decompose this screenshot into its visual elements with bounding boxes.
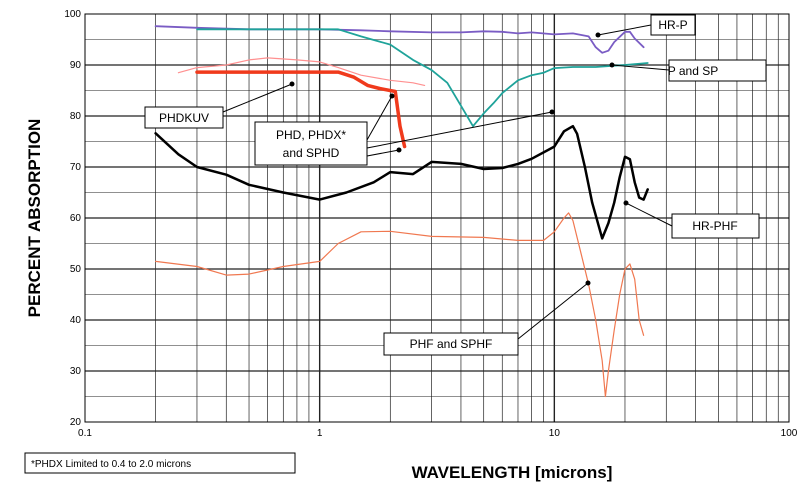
leader-line <box>366 95 393 141</box>
leader-arrowhead <box>396 147 402 153</box>
plot-frame <box>84 13 790 423</box>
series-layer <box>154 25 649 398</box>
x-tick-label: 100 <box>781 428 798 439</box>
callout-phd: PHD, PHDX* and SPHD <box>254 121 368 166</box>
leader-line <box>597 24 652 36</box>
y-tick-label: 100 <box>64 9 81 20</box>
leader-line <box>625 202 673 227</box>
series-line-p-and-sp <box>196 28 649 128</box>
callout-phd-line1: PHD, PHDX* <box>276 128 346 142</box>
callout-leaders <box>222 24 673 340</box>
leader-line <box>366 111 553 149</box>
series-line-hr-p <box>154 25 645 54</box>
series-line-phdkuv <box>177 57 426 87</box>
y-tick-label: 20 <box>70 417 82 428</box>
footnote: *PHDX Limited to 0.4 to 2.0 microns <box>24 452 296 474</box>
leader-arrowhead <box>389 93 395 99</box>
leader-arrowhead <box>595 32 601 38</box>
x-tick-label: 1 <box>317 428 323 439</box>
callout-hr-p-label: HR-P <box>658 18 687 32</box>
callout-p-and-sp: P and SP <box>668 59 767 82</box>
leader-arrowhead <box>585 280 591 286</box>
y-tick-label: 80 <box>70 111 82 122</box>
y-tick-label: 50 <box>70 264 82 275</box>
x-tick-label: 0.1 <box>78 428 92 439</box>
callout-phdkuv: PHDKUV <box>144 106 224 129</box>
series-line-phf-and-sphf <box>155 212 645 398</box>
series-line-phd-phdx-and-sphd <box>195 70 407 149</box>
callout-p-and-sp-label: P and SP <box>668 64 718 78</box>
y-tick-label: 40 <box>70 315 82 326</box>
leader-arrowhead <box>289 81 295 87</box>
x-tick-label: 10 <box>549 428 561 439</box>
series-line-hr-phf <box>154 124 649 240</box>
leader-line <box>517 282 589 340</box>
leader-line <box>366 149 400 157</box>
callout-hr-p: HR-P <box>650 14 696 36</box>
y-tick-label: 30 <box>70 366 82 377</box>
callout-phdkuv-label: PHDKUV <box>159 111 209 125</box>
callout-phf-and-sphf-label: PHF and SPHF <box>410 337 493 351</box>
leader-arrowhead <box>549 109 555 115</box>
y-tick-label: 60 <box>70 213 82 224</box>
callout-hr-phf-label: HR-PHF <box>692 219 737 233</box>
leader-arrowhead <box>623 200 629 206</box>
y-axis-title: PERCENT ABSORPTION <box>25 119 44 318</box>
leader-line <box>222 83 293 113</box>
leader-arrowhead <box>609 62 615 68</box>
y-tick-label: 70 <box>70 162 82 173</box>
x-axis-title: WAVELENGTH [microns] <box>412 463 613 482</box>
y-tick-labels: 20 30 40 50 60 70 80 90 100 <box>64 9 81 428</box>
footnote-text: *PHDX Limited to 0.4 to 2.0 microns <box>31 459 191 470</box>
leader-line <box>611 64 670 71</box>
callout-phd-line2: and SPHD <box>283 146 340 160</box>
x-tick-labels: 0.1 1 10 100 <box>78 428 798 439</box>
callout-phf-and-sphf: PHF and SPHF <box>383 332 519 356</box>
y-tick-label: 90 <box>70 60 82 71</box>
callout-hr-phf: HR-PHF <box>671 213 760 239</box>
